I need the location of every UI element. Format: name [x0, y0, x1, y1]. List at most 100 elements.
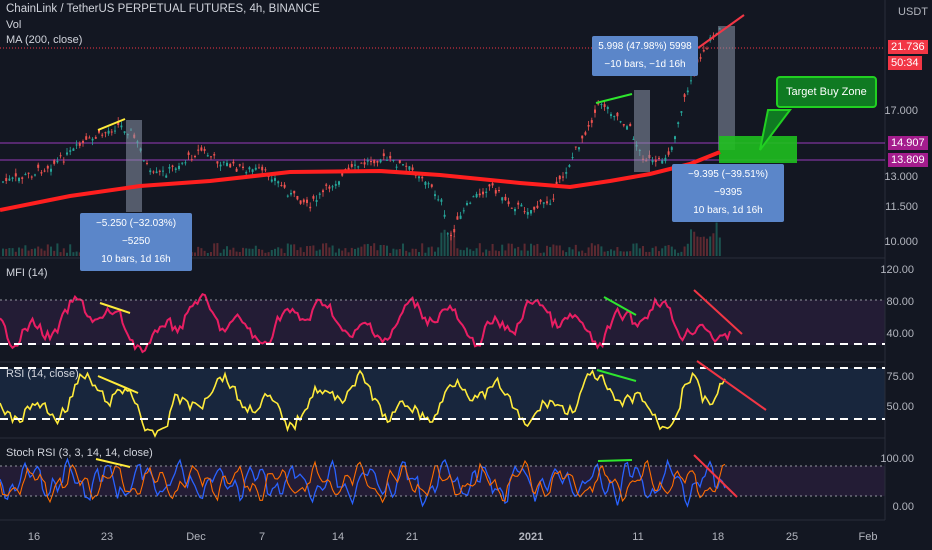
candle-body-147	[472, 196, 475, 198]
currency-label[interactable]: USDT	[898, 6, 928, 18]
candle-body-125	[402, 164, 404, 166]
volume-bar-99	[318, 249, 321, 256]
volume-bar-120	[386, 245, 388, 256]
candle-body-110	[354, 164, 356, 166]
volume-bar-132	[424, 252, 427, 256]
candle-body-152	[488, 184, 491, 187]
candle-body-80	[258, 167, 260, 169]
volume-bar-117	[376, 250, 379, 256]
candle-body-83	[267, 175, 270, 177]
rsi-yellow-divergence	[97, 375, 139, 394]
rsi-green-divergence	[596, 369, 637, 382]
time-axis-tick-5: 21	[406, 531, 418, 543]
trend-line-yellow-price	[97, 118, 126, 131]
mfi-line	[0, 292, 731, 354]
indicator-axis-tick-0-0: 120.00	[880, 264, 914, 276]
volume-bar-111	[357, 247, 360, 256]
volume-bar-92	[296, 250, 299, 256]
candle-body-157	[504, 196, 507, 201]
volume-bar-206	[661, 248, 664, 256]
volume-bar-170	[546, 245, 548, 256]
candle-body-17	[56, 160, 59, 163]
mfi-green-divergence	[603, 296, 637, 316]
candles	[2, 27, 721, 241]
volume-bar-214	[686, 243, 689, 256]
volume-bar-127	[408, 252, 411, 256]
candle-body-64	[206, 155, 209, 157]
mfi-title[interactable]: MFI (14)	[6, 267, 48, 279]
volume-bar-82	[264, 252, 267, 256]
volume-bar-201	[645, 251, 648, 256]
candle-body-3	[11, 177, 14, 179]
candle-body-53	[171, 165, 174, 167]
volume-bar-138	[443, 229, 446, 256]
candle-body-74	[238, 164, 241, 166]
candle-body-99	[318, 193, 321, 195]
rsi-title[interactable]: RSI (14, close)	[6, 368, 79, 380]
volume-bar-190	[610, 249, 612, 256]
candle-body-37	[120, 125, 123, 128]
volume-bar-218	[699, 237, 702, 256]
candle-body-139	[446, 233, 449, 235]
stoch-title[interactable]: Stoch RSI (3, 3, 14, 14, close)	[6, 447, 153, 459]
volume-bar-67	[216, 243, 219, 256]
candle-body-172	[552, 198, 555, 200]
measure-rect-3	[718, 26, 735, 150]
ma-legend[interactable]: MA (200, close)	[6, 34, 83, 46]
candle-body-68	[219, 164, 222, 167]
price-axis-tick-2: 11.500	[885, 201, 918, 213]
candle-body-117	[376, 160, 379, 163]
candle-body-12	[40, 172, 43, 174]
candle-body-98	[315, 200, 318, 202]
volume-bar-195	[626, 251, 628, 256]
volume-bar-66	[213, 243, 216, 256]
volume-bar-146	[469, 249, 472, 256]
candle-body-108	[347, 167, 350, 171]
volume-bar-17	[56, 243, 59, 256]
candle-body-204	[654, 159, 657, 162]
candle-body-173	[555, 181, 558, 186]
volume-bar-184	[590, 243, 593, 256]
volume-bar-9	[30, 248, 33, 256]
volume-bar-113	[363, 244, 366, 256]
time-axis-tick-3: 7	[259, 531, 265, 543]
candle-body-205	[658, 157, 660, 159]
volume-bar-18	[59, 252, 62, 256]
volume-bar-73	[235, 251, 238, 256]
volume-bar-156	[501, 244, 504, 256]
vol-legend[interactable]: Vol	[6, 19, 22, 31]
candle-body-38	[123, 131, 126, 133]
volume-bar-98	[315, 250, 318, 256]
candle-body-144	[462, 210, 465, 212]
candle-body-187	[600, 104, 603, 106]
target-buy-zone-label[interactable]: Target Buy Zone	[776, 76, 877, 108]
candle-body-170	[546, 201, 548, 204]
volume-bar-11	[37, 246, 40, 256]
candle-body-148	[475, 193, 478, 198]
candle-body-191	[613, 116, 616, 118]
candle-body-181	[581, 135, 584, 139]
volume-bar-217	[696, 236, 699, 256]
volume-bar-177	[568, 247, 571, 256]
candle-body-15	[50, 168, 52, 172]
candle-body-115	[370, 161, 372, 163]
volume-bar-87	[280, 248, 283, 256]
candle-body-137	[440, 199, 443, 202]
candle-body-33	[107, 130, 110, 134]
measure-3-bars: 10 bars, 1d 16h	[693, 205, 763, 216]
zone-callout-pointer	[759, 109, 792, 151]
volume-bar-65	[210, 252, 212, 256]
candle-body-100	[322, 190, 324, 193]
volume-bar-118	[379, 245, 382, 256]
candle-body-207	[664, 157, 667, 162]
candle-body-113	[363, 162, 366, 165]
candle-body-36	[117, 121, 120, 125]
candle-body-211	[677, 122, 680, 125]
volume-bar-211	[677, 252, 680, 256]
candle-body-123	[395, 166, 398, 168]
candle-body-78	[251, 169, 254, 172]
candle-body-22	[72, 148, 75, 151]
volume-bar-143	[459, 249, 462, 256]
